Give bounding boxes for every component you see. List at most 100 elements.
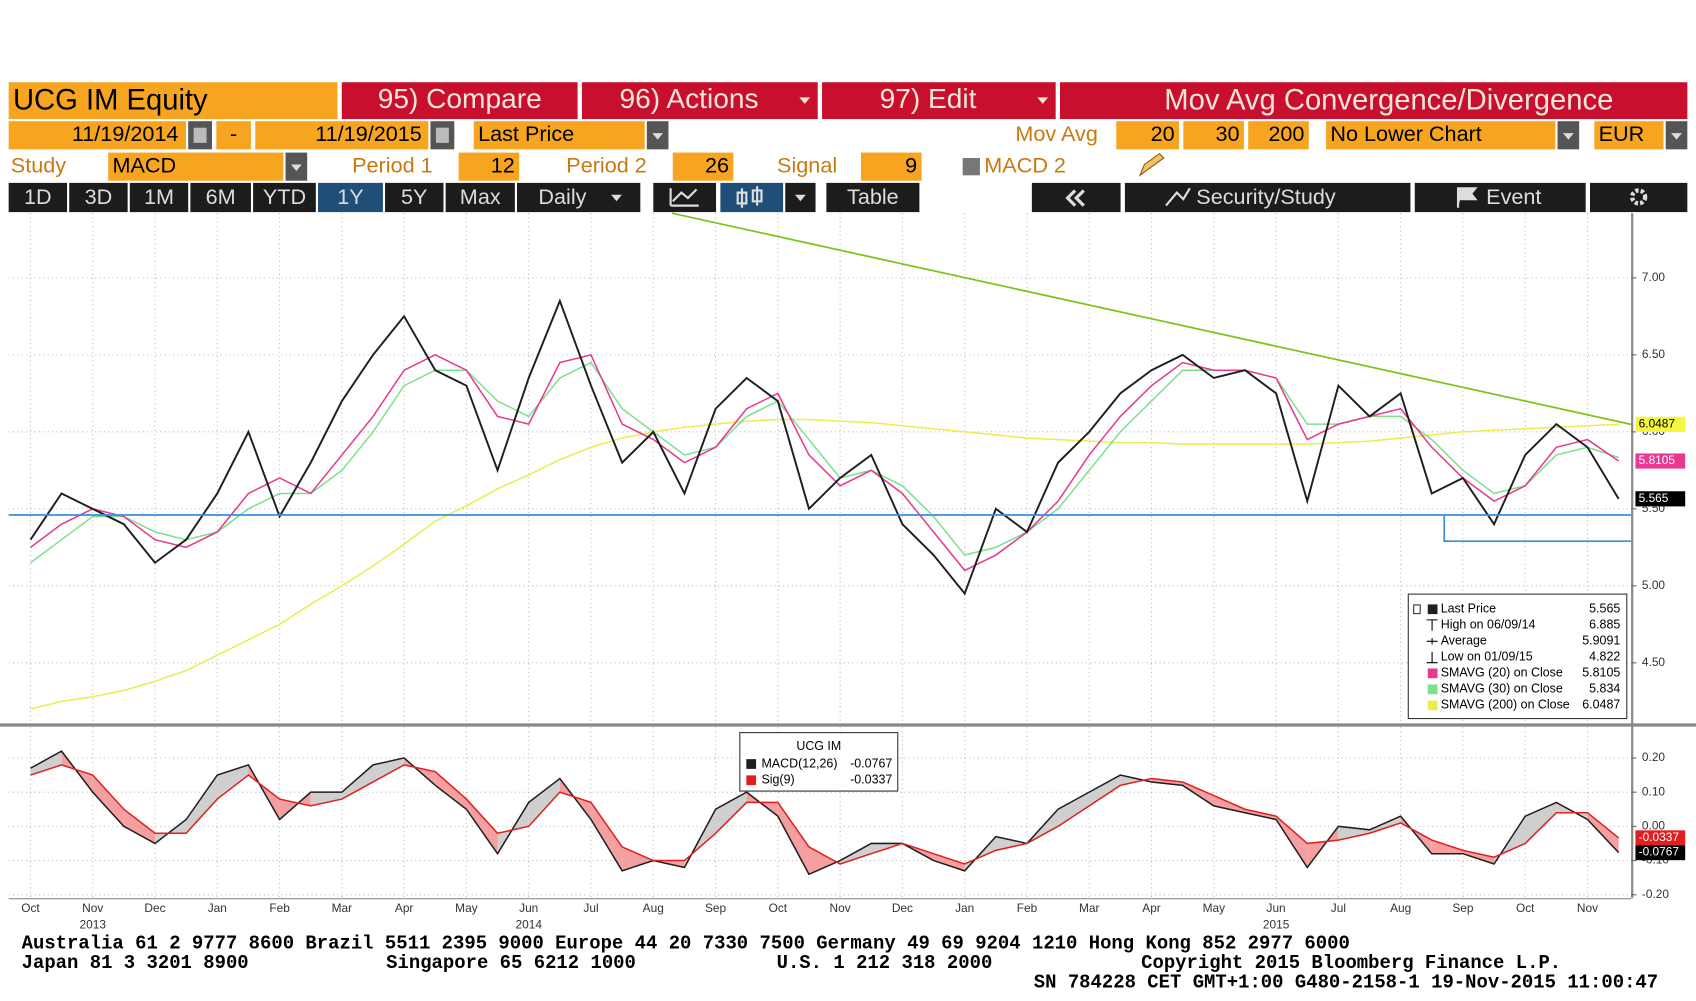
range-button[interactable] xyxy=(190,182,251,213)
x-tick-label: Dec xyxy=(144,901,165,915)
period1: 12 xyxy=(491,152,515,177)
macd-fill xyxy=(1151,778,1183,786)
range-button[interactable] xyxy=(253,182,316,213)
year-label: 2014 xyxy=(515,917,542,931)
last-value-tag xyxy=(1635,416,1686,432)
field: Last Price xyxy=(478,121,574,146)
frequency-button[interactable] xyxy=(517,182,641,213)
legend-swatch xyxy=(746,775,757,786)
event-button[interactable] xyxy=(1414,182,1586,213)
currency-box[interactable] xyxy=(1594,121,1664,150)
x-tick-label: Apr xyxy=(1142,901,1161,915)
legend-name: MACD(12,26) xyxy=(761,756,837,770)
range-button[interactable] xyxy=(8,182,68,213)
legend-swatch xyxy=(1427,668,1438,679)
range-button[interactable] xyxy=(385,182,444,213)
legend-swatch xyxy=(1427,604,1438,615)
table-button[interactable] xyxy=(826,182,920,213)
last-value-tag xyxy=(1635,453,1686,469)
signal-label: Signal xyxy=(777,152,837,177)
macd-fill xyxy=(92,775,124,827)
legend-swatch xyxy=(1427,700,1438,711)
legend-collapse xyxy=(1413,604,1421,615)
x-tick-label: May xyxy=(1203,901,1226,915)
range-label: 1D xyxy=(24,184,52,209)
macd-fill xyxy=(715,792,747,834)
signal: 9 xyxy=(905,152,917,177)
macd-fill xyxy=(1587,812,1619,853)
mov-avg-period: 20 xyxy=(1151,121,1175,146)
macd-fill xyxy=(373,757,405,782)
legend-glyph xyxy=(1426,638,1438,645)
dropdown-arrow xyxy=(611,194,622,202)
checkbox[interactable] xyxy=(962,157,980,176)
macd-fill xyxy=(1058,792,1090,827)
menu-button[interactable] xyxy=(822,82,1056,120)
x-tick-label: Nov xyxy=(82,901,103,915)
mov-avg-box[interactable] xyxy=(1248,121,1309,150)
study: MACD xyxy=(112,152,176,177)
x-tick-label: Jan xyxy=(208,901,227,915)
pencil-icon[interactable] xyxy=(1138,152,1165,177)
collapse-icon xyxy=(1065,189,1085,207)
legend-name: Sig(9) xyxy=(761,773,794,787)
range-button[interactable] xyxy=(69,182,128,213)
legend-swatch xyxy=(746,759,757,769)
line-chart-button[interactable] xyxy=(653,182,717,213)
menu-button[interactable] xyxy=(581,82,818,120)
last-value-label: -0.0337 xyxy=(1639,830,1680,844)
mov-avg-box[interactable] xyxy=(1183,121,1244,150)
start-date-box[interactable] xyxy=(8,121,187,150)
y-tick-label: -0.20 xyxy=(1642,887,1669,901)
series-line xyxy=(30,361,1619,564)
settings-button[interactable] xyxy=(1590,182,1688,213)
range-button[interactable] xyxy=(129,182,189,213)
series-line xyxy=(30,418,1619,710)
signal-box[interactable] xyxy=(860,152,922,181)
dropdown-arrow xyxy=(652,133,664,140)
study-box[interactable] xyxy=(108,152,284,181)
period1-box[interactable] xyxy=(458,152,520,181)
series-line xyxy=(30,764,1620,865)
legend-glyph xyxy=(1426,651,1438,664)
x-tick-label: Sep xyxy=(705,901,727,915)
legend-name: SMAVG (200) on Close xyxy=(1441,698,1570,712)
menu-button[interactable] xyxy=(341,82,578,120)
x-tick-label: Jul xyxy=(583,901,598,915)
macd-fill xyxy=(808,846,841,875)
macd-fill xyxy=(840,843,872,864)
mov-avg-period: 200 xyxy=(1268,121,1304,146)
legend-box xyxy=(1407,593,1628,720)
end-date-box[interactable] xyxy=(255,121,429,150)
year-label: 2015 xyxy=(1263,917,1290,931)
range-button[interactable] xyxy=(318,182,383,213)
y-tick-label: 5.00 xyxy=(1642,578,1666,592)
calendar-icon xyxy=(193,127,207,143)
lower-chart-box[interactable] xyxy=(1326,121,1556,150)
x-tick-label: Aug xyxy=(1390,901,1411,915)
legend-value: -0.0767 xyxy=(850,756,892,770)
range-label: 3D xyxy=(85,184,113,209)
range-button[interactable] xyxy=(445,182,515,213)
footer-text: Singapore 65 6212 1000 xyxy=(386,952,636,974)
last-value-tag xyxy=(1635,830,1686,846)
mov-avg-period: 30 xyxy=(1215,121,1239,146)
period2-label: Period 2 xyxy=(566,152,647,177)
period2-box[interactable] xyxy=(672,152,734,181)
x-tick-label: Jun xyxy=(1267,901,1286,915)
y-tick-label: 0.00 xyxy=(1642,819,1666,833)
mov-avg-box[interactable] xyxy=(1116,121,1179,150)
macd-fill xyxy=(1525,802,1557,844)
study-title: Mov Avg Convergence/Divergence xyxy=(1164,84,1613,116)
macd-fill xyxy=(1431,840,1463,854)
x-tick-label: Dec xyxy=(892,901,913,915)
field-box[interactable] xyxy=(473,121,645,150)
last-value-label: -0.0767 xyxy=(1639,845,1680,859)
ticker-box[interactable] xyxy=(8,82,338,120)
x-axis-line xyxy=(8,898,1632,900)
y-tick-label: 6.50 xyxy=(1642,347,1666,361)
macd-fill xyxy=(528,778,560,827)
period1-label: Period 1 xyxy=(352,152,433,177)
